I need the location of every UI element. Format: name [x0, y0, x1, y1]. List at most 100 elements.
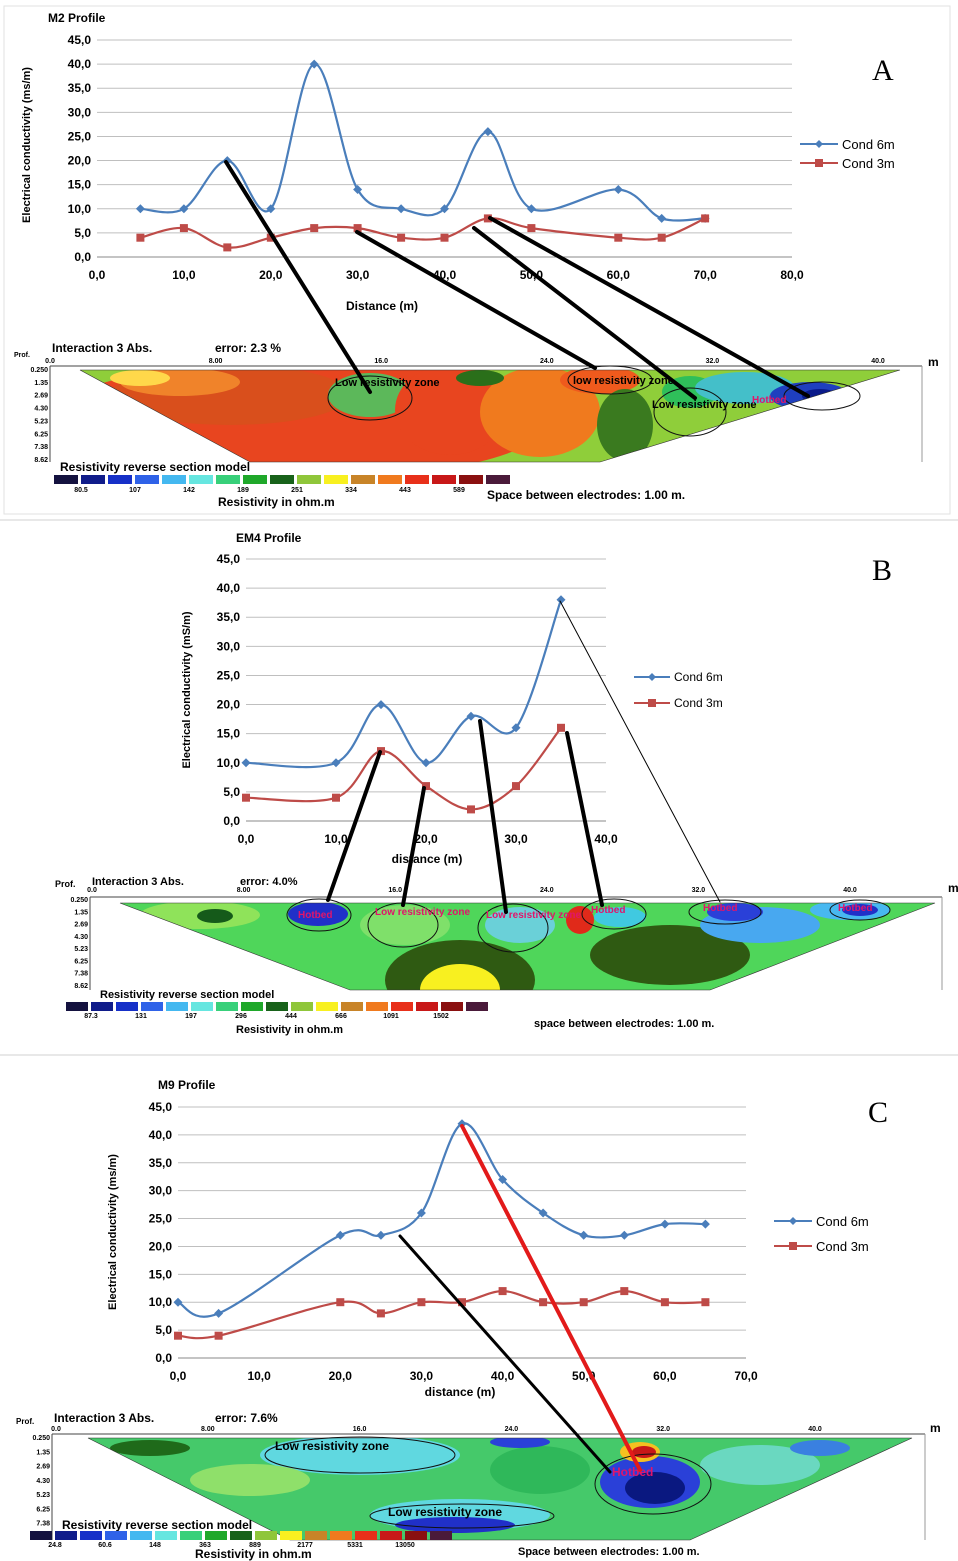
cond6-point: [135, 204, 145, 214]
panel-a-ert-section: Interaction 3 Abs. error: 2.3 % Prof. m …: [14, 341, 939, 509]
scale-value: 889: [249, 1542, 261, 1549]
scale-swatch: [205, 1531, 227, 1540]
ert-depth-tick: 1.35: [34, 380, 48, 387]
ert-distance-tick: 40.0: [808, 1426, 822, 1433]
cond3-point: [422, 782, 430, 791]
panel-b-x-axis-label: distance (m): [392, 852, 463, 866]
scale-swatch: [108, 475, 132, 484]
scale-swatch: [105, 1531, 127, 1540]
scale-value: 24.8: [48, 1542, 62, 1549]
legend-cond3-label: Cond 3m: [816, 1239, 869, 1254]
scale-swatch: [141, 1002, 163, 1011]
ert-b-zone-circle: [829, 899, 891, 921]
ert-c-label: Low resistivity zone: [275, 1439, 389, 1453]
cond6-point: [466, 711, 476, 721]
legend-cond6-label: Cond 6m: [816, 1214, 869, 1229]
ert-depth-tick: 0.250: [70, 897, 88, 904]
connector-line: [565, 731, 604, 907]
x-tick-label: 40,0: [594, 832, 618, 846]
ert-a-outline: [79, 369, 901, 463]
ert-depth-tick: 6.25: [74, 958, 88, 965]
ert-distance-tick: 32.0: [692, 887, 706, 894]
ert-b-label: Low resistivity zone: [375, 907, 470, 918]
scale-value: 296: [235, 1013, 247, 1020]
panel-c-series: [173, 1119, 710, 1340]
x-tick-label: 70,0: [693, 268, 717, 282]
x-tick-label: 0,0: [170, 1369, 187, 1383]
scale-swatch: [162, 475, 186, 484]
ert-a-error: error: 2.3 %: [215, 341, 281, 355]
cond3-point: [214, 1331, 223, 1340]
cond6-point: [619, 1230, 629, 1240]
ert-depth-tick: 6.25: [34, 431, 48, 438]
ert-a-dist-ticks: 0.0 8.00 16.0 24.0 32.0 40.0: [45, 358, 885, 365]
y-tick-label: 35,0: [217, 610, 241, 624]
ert-c-color-scale: 24.8 60.6 148 363 889 2177 5331 13050: [30, 1531, 452, 1549]
cond6-point: [416, 1208, 426, 1218]
x-tick-label: 60,0: [607, 268, 631, 282]
ert-c-label: Hotbed: [612, 1465, 653, 1479]
cond3-point: [557, 723, 565, 732]
scale-value: 107: [129, 487, 141, 494]
cond3-point: [266, 233, 275, 242]
cond3-point: [310, 224, 319, 233]
connector-line: [398, 1234, 612, 1474]
cond6-point: [309, 59, 319, 69]
y-tick-label: 20,0: [217, 698, 241, 712]
panel-a: M2 Profile A 0,0 5,0 10,0 15,0 20,0 25,0 30,0 3…: [14, 11, 939, 509]
ert-a-depth-ticks: 0.250 1.35 2.69 4.30 5.23 6.25 7.38 8.62: [30, 367, 48, 464]
panel-b-y-ticks: 0,0 5,0 10,0 15,0 20,0 25,0 30,0 35,0 40,0 45,0: [217, 552, 241, 828]
cond3-series-line: [245, 727, 562, 811]
ert-b-label: Hotbed: [591, 905, 625, 916]
ert-depth-tick: 0.250: [30, 367, 48, 374]
scale-swatch: [330, 1531, 352, 1540]
x-tick-label: 80,0: [780, 268, 804, 282]
ert-b-zone-circle: [286, 898, 352, 932]
ert-c-scale-label: Resistivity in ohm.m: [195, 1547, 312, 1561]
y-tick-label: 30,0: [217, 639, 241, 653]
cond3-point: [498, 1287, 507, 1296]
ert-depth-tick: 1.35: [74, 909, 88, 916]
ert-c-spacing: Space between electrodes: 1.00 m.: [518, 1546, 700, 1558]
ert-distance-tick: 24.0: [505, 1426, 519, 1433]
cond3-point: [701, 214, 710, 223]
y-tick-label: 25,0: [149, 1212, 173, 1226]
scale-swatch: [459, 475, 483, 484]
panel-c-x-ticks: 0,0 10,0 20,0 30,0 40,0 50,0 60,0 70,0: [170, 1369, 758, 1383]
cond6-point: [241, 758, 251, 768]
cond3-point: [332, 793, 340, 802]
scale-swatch: [55, 1531, 77, 1540]
panel-c-y-axis-label: Electrical conductivity (ms/m): [107, 1154, 119, 1310]
panel-c-title: M9 Profile: [158, 1078, 216, 1092]
cond6-point: [214, 1308, 224, 1318]
y-tick-label: 35,0: [149, 1156, 173, 1170]
y-tick-label: 0,0: [74, 250, 91, 264]
scale-swatch: [380, 1531, 402, 1540]
cond6-point: [396, 204, 406, 214]
y-tick-label: 25,0: [217, 668, 241, 682]
y-tick-label: 20,0: [149, 1239, 173, 1253]
ert-distance-tick: 32.0: [656, 1426, 670, 1433]
legend-cond3-marker: [789, 1242, 797, 1250]
y-tick-label: 30,0: [149, 1184, 173, 1198]
ert-b-label: Hotbed: [703, 903, 737, 914]
cond6-point: [579, 1230, 589, 1240]
panel-b-ert-section: Interaction 3 Abs. error: 4.0% Prof. m 0…: [55, 876, 958, 1036]
scale-value: 2177: [297, 1542, 313, 1549]
y-tick-label: 15,0: [217, 727, 241, 741]
cond3-point: [353, 224, 362, 233]
y-tick-label: 45,0: [68, 33, 92, 47]
connector-line: [559, 600, 721, 903]
x-tick-label: 60,0: [653, 1369, 677, 1383]
cond3-point: [136, 233, 145, 242]
ert-b-zone-circle: [581, 898, 647, 930]
scale-swatch: [351, 475, 375, 484]
scale-swatch: [189, 475, 213, 484]
panel-c-ert-section: Interaction 3 Abs. error: 7.6% Prof. m 0…: [16, 1411, 941, 1561]
scale-swatch: [391, 1002, 413, 1011]
cond3-point: [397, 233, 406, 242]
ert-c-label: Low resistivity zone: [388, 1505, 502, 1519]
x-tick-label: 0,0: [238, 832, 255, 846]
ert-b-label: Low resistivity zone: [486, 910, 581, 921]
